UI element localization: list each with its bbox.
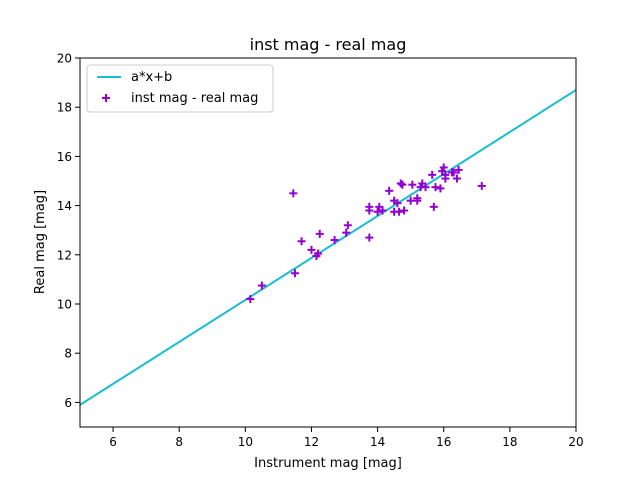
data-point [400, 206, 409, 215]
data-point [315, 229, 324, 238]
data-point [343, 221, 352, 230]
data-point [454, 165, 463, 174]
x-tick-label: 6 [109, 435, 117, 449]
x-tick-label: 14 [370, 435, 385, 449]
x-tick-label: 16 [436, 435, 451, 449]
x-tick-label: 10 [238, 435, 253, 449]
x-tick-label: 12 [304, 435, 319, 449]
data-point [257, 281, 266, 290]
y-tick-label: 12 [57, 248, 72, 262]
fit-line [80, 89, 576, 406]
data-point [307, 245, 316, 254]
data-point [378, 206, 387, 215]
data-point [408, 180, 417, 189]
data-point [449, 168, 458, 177]
x-tick-label: 20 [568, 435, 583, 449]
x-tick-label: 18 [502, 435, 517, 449]
y-tick-label: 18 [57, 101, 72, 115]
legend-box [86, 64, 274, 113]
data-point [396, 179, 405, 188]
legend-plus-marker [102, 94, 110, 102]
plot-area [80, 89, 576, 406]
data-point [441, 170, 450, 179]
data-point [365, 202, 374, 211]
data-point [330, 236, 339, 245]
data-point [395, 207, 404, 216]
data-point [385, 186, 394, 195]
data-point [428, 170, 437, 179]
data-point [289, 189, 298, 198]
data-point [290, 269, 299, 278]
data-point [439, 163, 448, 172]
data-point [365, 233, 374, 242]
y-tick-label: 14 [57, 199, 72, 213]
data-point [297, 237, 306, 246]
data-point [393, 199, 402, 208]
data-point [413, 196, 422, 205]
chart-title: inst mag - real mag [250, 35, 407, 54]
y-tick-label: 20 [57, 52, 72, 66]
data-point [436, 184, 445, 193]
data-point [246, 295, 255, 304]
data-point [431, 183, 440, 192]
data-point [421, 183, 430, 192]
data-point [314, 249, 323, 258]
x-tick-label: 8 [175, 435, 183, 449]
y-tick-label: 16 [57, 150, 72, 164]
data-point [477, 181, 486, 190]
x-axis-label: Instrument mag [mag] [254, 456, 402, 471]
data-point [342, 228, 351, 237]
data-point [373, 207, 382, 216]
data-point [398, 180, 407, 189]
legend-line-label: a*x+b [131, 70, 172, 85]
data-point [429, 202, 438, 211]
y-tick-label: 8 [64, 347, 72, 361]
x-axis: 6 8 10 12 14 16 18 20 [109, 427, 584, 449]
plot-frame [79, 57, 577, 428]
y-tick-label: 10 [57, 298, 72, 312]
y-tick-label: 6 [64, 396, 72, 410]
y-axis: 6 8 10 12 14 16 18 20 [57, 52, 80, 410]
legend: a*x+b inst mag - real mag [86, 64, 274, 113]
data-point [452, 174, 461, 183]
legend-scatter-label: inst mag - real mag [131, 91, 258, 106]
y-axis-label: Real mag [mag] [33, 190, 48, 294]
legend-marker-swatch [102, 94, 110, 102]
